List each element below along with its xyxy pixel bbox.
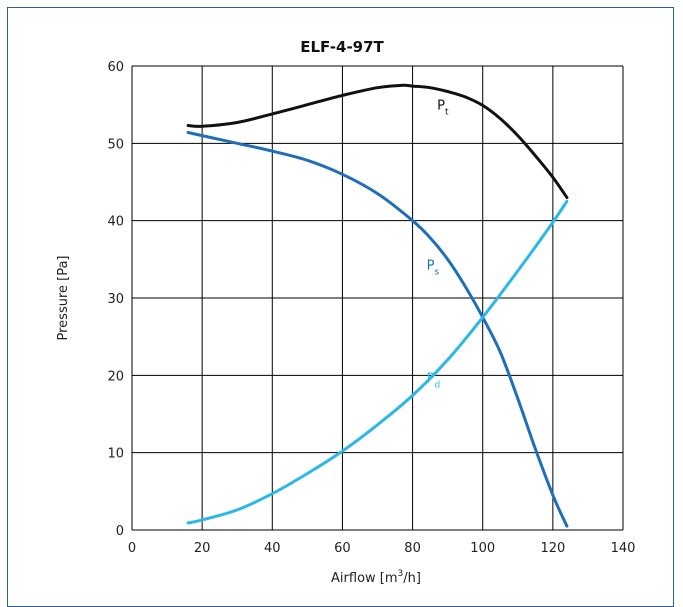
- curve-pt: [186, 83, 569, 199]
- curve-label-ps: Ps: [427, 258, 440, 277]
- curve-ps: [186, 131, 569, 528]
- curve-pd: [186, 199, 569, 525]
- curve-labels: Pt Ps Pd: [427, 98, 449, 390]
- chart-grid: [131, 65, 624, 531]
- x-axis-label: Airflow [m3/h]: [331, 569, 421, 586]
- y-tick-label-3: 30: [107, 292, 124, 307]
- chart-curves: [186, 83, 569, 528]
- axis-ticks: 0 20 40 60 80 100 120 140 0 10 20 30 40 50 60: [107, 60, 635, 556]
- y-tick-label-4: 40: [107, 215, 124, 230]
- x-tick-label-6: 120: [540, 541, 565, 556]
- curve-label-pd: Pd: [427, 371, 441, 390]
- x-axis-label-end: /h]: [403, 571, 421, 586]
- chart-svg: ELF-4-97T 0 20 40 60 80 100 120 140 0 10 20 30 40 50 6…: [56, 38, 635, 586]
- curve-label-pt: Pt: [437, 98, 449, 117]
- y-tick-label-5: 50: [107, 137, 124, 152]
- y-tick-label-0: 0: [116, 524, 124, 539]
- x-tick-label-2: 40: [264, 541, 281, 556]
- x-tick-label-3: 60: [334, 541, 351, 556]
- y-axis-label: Pressure [Pa]: [56, 255, 71, 340]
- x-axis-label-sup: 3: [398, 569, 404, 579]
- chart-frame: [7, 7, 674, 607]
- x-tick-label-5: 100: [470, 541, 495, 556]
- x-tick-label-4: 80: [404, 541, 421, 556]
- x-tick-label-7: 140: [611, 541, 636, 556]
- chart-title: ELF-4-97T: [300, 38, 384, 56]
- y-tick-label-6: 60: [107, 60, 124, 75]
- x-axis-label-main: Airflow [m: [331, 571, 398, 586]
- x-tick-label-1: 20: [194, 541, 211, 556]
- y-tick-label-1: 10: [107, 447, 124, 462]
- x-tick-label-0: 0: [128, 541, 136, 556]
- y-tick-label-2: 20: [107, 369, 124, 384]
